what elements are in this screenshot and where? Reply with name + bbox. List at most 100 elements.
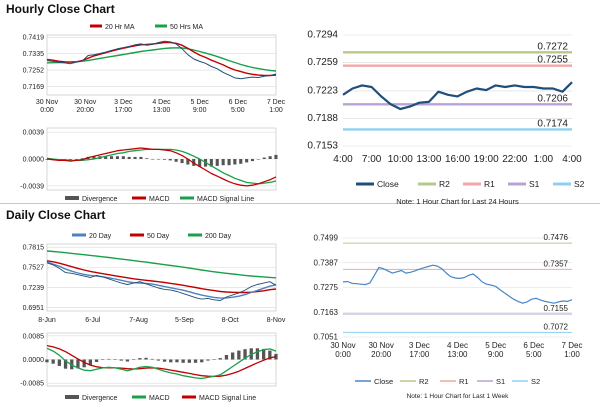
x-tick-label: 4:00	[333, 154, 353, 165]
divergence-bar	[215, 159, 219, 166]
divergence-bar	[156, 359, 160, 361]
divergence-bar	[231, 352, 235, 360]
divergence-bar	[94, 359, 99, 362]
divergence-bar	[262, 157, 266, 159]
divergence-bar	[255, 348, 260, 360]
y-tick-label: 0.0000	[23, 157, 45, 164]
x-tick-label: 30 Nov 0:00	[330, 341, 355, 359]
divergence-bar	[110, 156, 114, 159]
divergence-bar	[218, 358, 222, 360]
x-tick-label: 22:00	[502, 154, 527, 165]
divergence-bar	[107, 358, 111, 360]
x-tick-label: 7 Dec 1:00	[562, 341, 583, 359]
divergence-bar	[144, 357, 148, 360]
divergence-bar	[138, 358, 142, 360]
divergence-bar	[68, 159, 72, 160]
legend-divergence: Divergence	[82, 196, 118, 203]
hourly-chart-title: Hourly Close Chart	[6, 2, 115, 16]
divergence-bar	[262, 348, 266, 360]
x-tick-label: 6 Dec 5:00	[229, 99, 248, 114]
divergence-bar	[206, 359, 210, 361]
legend-r1-swatch	[440, 380, 456, 382]
section-divider	[0, 203, 600, 204]
hourly-plot-frame	[46, 34, 277, 96]
y-tick-label: 0.7387	[314, 258, 339, 267]
divergence-bar	[133, 156, 137, 159]
chart-note: Note: 1 Hour Chart for Last 1 Week	[407, 393, 510, 400]
y-tick-label: 0.7499	[314, 234, 339, 243]
divergence-bar	[113, 359, 117, 360]
legend-macd-signal-swatch	[182, 395, 196, 399]
y-tick-label: 0.7223	[307, 85, 338, 96]
level-label-s1: 0.7155	[544, 304, 569, 313]
divergence-bar	[76, 359, 80, 369]
x-tick-label: 4 Dec 13:00	[152, 99, 171, 114]
legend-50-day: 50 Day	[147, 233, 170, 240]
legend-s1: S1	[529, 179, 540, 189]
divergence-bar	[92, 156, 96, 159]
legend-r2: R2	[419, 377, 429, 386]
divergence-bar	[80, 158, 84, 159]
legend-50hr-ma-swatch	[155, 24, 167, 28]
x-tick-label: 4:00	[562, 154, 582, 165]
divergence-bar	[127, 156, 131, 159]
legend-macd-signal: MACD Signal Line	[199, 395, 256, 402]
y-tick-label: 0.7169	[23, 84, 45, 91]
legend-r1: R1	[484, 179, 495, 189]
series-line-20-day	[46, 261, 277, 299]
legend-macd-swatch	[132, 196, 146, 200]
divergence-bar	[250, 159, 254, 162]
divergence-bar	[45, 359, 49, 363]
x-tick-label: 5-Sep	[175, 317, 194, 324]
divergence-bar	[175, 359, 179, 363]
divergence-bar	[174, 159, 178, 162]
series-line-close	[46, 40, 277, 80]
x-tick-label: 7-Aug	[129, 317, 148, 324]
divergence-bar	[74, 159, 78, 160]
divergence-bar	[239, 159, 243, 164]
y-tick-label: 0.7239	[23, 285, 45, 292]
x-tick-label: 6-Jul	[85, 317, 101, 324]
series-line-close	[342, 81, 573, 111]
legend-s2-swatch	[512, 380, 528, 382]
y-tick-label: 0.7527	[23, 265, 45, 272]
legend-close: Close	[374, 377, 393, 386]
legend-s1-swatch	[508, 182, 526, 186]
divergence-bar	[209, 159, 213, 167]
y-tick-label: 0.7188	[307, 113, 338, 124]
y-tick-label: 0.0085	[23, 333, 45, 340]
divergence-bar	[88, 359, 92, 366]
chart-note: Note: 1 Hour Chart for Last 24 Hours	[396, 197, 519, 206]
divergence-bar	[139, 156, 143, 159]
y-tick-label: 0.7275	[314, 283, 339, 292]
x-tick-label: 8-Nov	[267, 317, 286, 324]
daily-chart-title: Daily Close Chart	[6, 208, 106, 222]
divergence-bar	[256, 159, 260, 160]
divergence-bar	[104, 156, 108, 159]
x-tick-label: 10:00	[388, 154, 413, 165]
x-tick-label: 7:00	[362, 154, 382, 165]
divergence-bar	[162, 159, 166, 160]
divergence-bar	[233, 159, 237, 165]
y-tick-label: 0.7163	[314, 308, 339, 317]
y-tick-label: 0.7335	[23, 51, 45, 58]
divergence-bar	[186, 159, 190, 165]
x-tick-label: 13:00	[416, 154, 441, 165]
y-tick-label: 0.6951	[23, 305, 45, 312]
legend-macd-swatch	[132, 395, 146, 399]
level-label-s2: 0.7072	[544, 322, 569, 331]
x-tick-label: 7 Dec 1:00	[267, 99, 286, 114]
divergence-bar	[187, 359, 191, 363]
legend-close-swatch	[356, 182, 374, 186]
legend-macd: MACD	[149, 395, 170, 402]
series-line-close	[46, 262, 277, 301]
y-tick-label: -0.0085	[20, 381, 44, 388]
legend-20hr-ma-swatch	[90, 24, 102, 28]
divergence-bar	[119, 359, 123, 361]
divergence-bar	[51, 359, 55, 364]
legend-close-swatch	[355, 380, 371, 382]
legend-macd-signal-swatch	[180, 196, 194, 200]
divergence-bar	[245, 159, 249, 163]
y-tick-label: 0.7815	[23, 245, 45, 252]
level-label-s1: 0.7206	[537, 93, 568, 104]
